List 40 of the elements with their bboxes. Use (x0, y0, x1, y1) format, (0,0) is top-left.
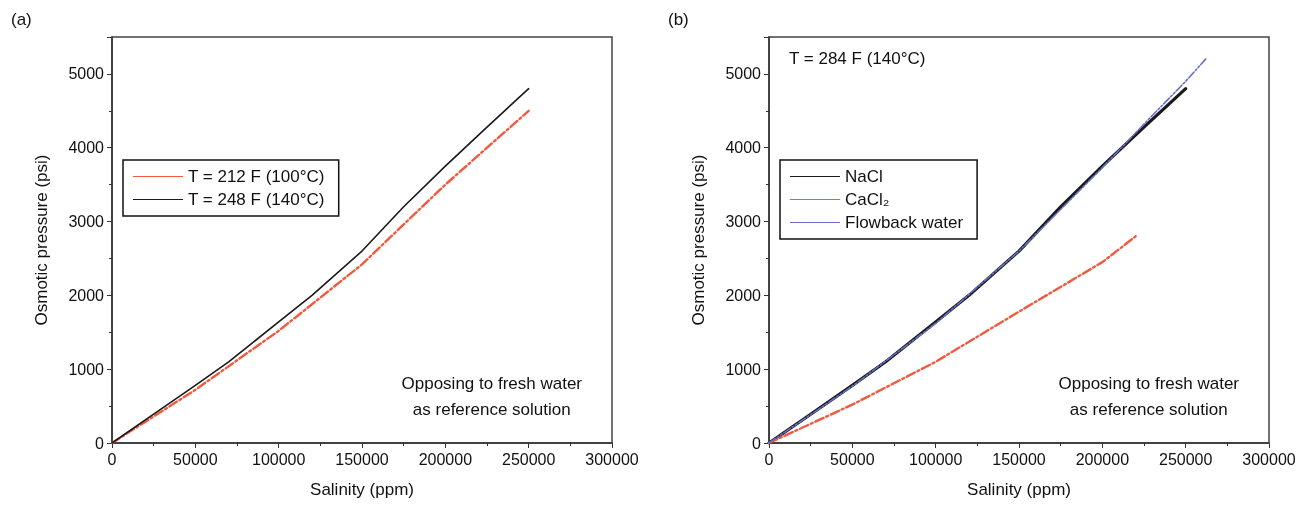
y-axis-title: Osmotic pressure (psi) (689, 154, 708, 326)
x-tick-label: 300000 (585, 450, 639, 468)
x-axis-title: Salinity (ppm) (967, 480, 1071, 499)
annotation: Opposing to fresh water as reference solution (1058, 373, 1240, 419)
x-tick-label: 100000 (251, 450, 306, 468)
chart-title: (a) (11, 10, 32, 29)
x-tick-label: 200000 (1075, 450, 1130, 468)
annotation: Opposing to fresh water as reference solution (401, 373, 583, 419)
x-tick-label: 50000 (173, 450, 218, 468)
x-tick-label: 200000 (418, 450, 473, 468)
x-tick-label: 250000 (1158, 450, 1213, 468)
legend-label: CaCl₂ (845, 190, 890, 209)
legend-label: T = 212 F (100°C) (188, 167, 325, 186)
y-tick-label: 5000 (725, 65, 762, 83)
annotation: T = 284 F (140°C) (789, 49, 926, 68)
y-tick-label: 4000 (725, 139, 762, 157)
chart-title: (b) (668, 10, 689, 29)
y-tick-label: 0 (95, 434, 105, 452)
legend-label: T = 248 F (140°C) (188, 190, 325, 209)
y-tick-label: 5000 (68, 65, 105, 83)
y-tick-label: 4000 (68, 139, 105, 157)
x-tick-label: 0 (764, 450, 774, 468)
y-tick-label: 1000 (68, 360, 105, 378)
y-tick-label: 3000 (68, 213, 105, 231)
y-tick-label: 0 (752, 434, 762, 452)
y-tick-label: 2000 (725, 286, 762, 304)
x-tick-label: 150000 (992, 450, 1046, 468)
y-tick-label: 3000 (725, 213, 762, 231)
x-tick-label: 250000 (501, 450, 556, 468)
x-tick-label: 0 (107, 450, 117, 468)
legend-label: NaCl (845, 167, 883, 186)
y-tick-label: 1000 (725, 360, 762, 378)
x-tick-label: 300000 (1242, 450, 1296, 468)
legend-label: Flowback water (845, 213, 964, 232)
y-tick-label: 2000 (68, 286, 105, 304)
x-tick-label: 150000 (335, 450, 389, 468)
x-axis-title: Salinity (ppm) (310, 480, 414, 499)
y-axis-title: Osmotic pressure (psi) (32, 154, 51, 326)
x-tick-label: 100000 (908, 450, 963, 468)
x-tick-label: 50000 (830, 450, 875, 468)
